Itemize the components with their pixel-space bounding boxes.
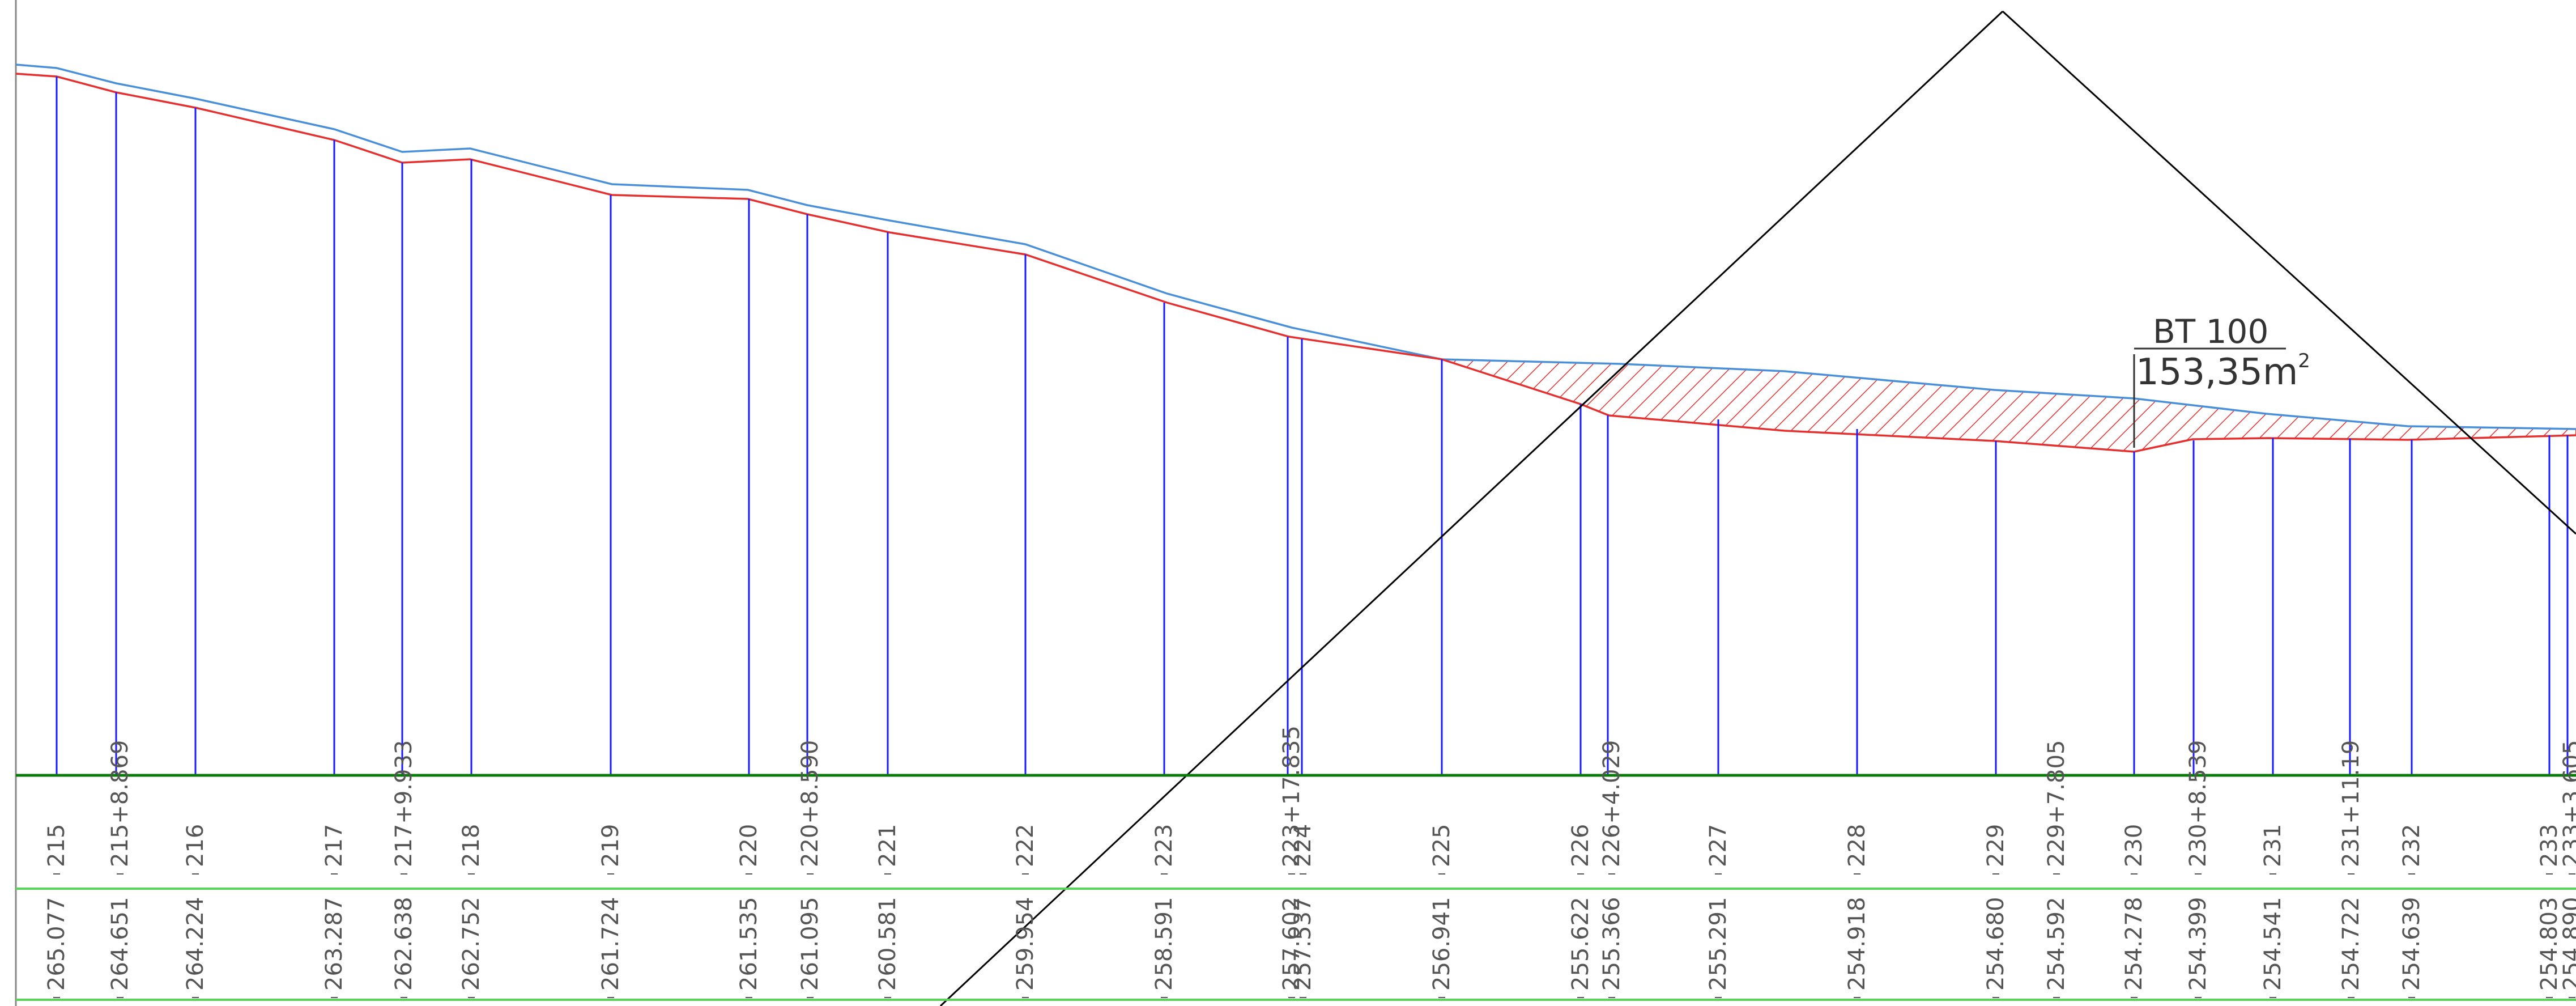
annotation-code: BT 100 [2153, 312, 2268, 351]
station-label: 226+4.029 [1599, 740, 1625, 867]
elevation-label: 265.077 [44, 897, 70, 991]
annotation-area-value: 153,35m [2136, 351, 2298, 393]
station-label: 215+8.869 [107, 740, 133, 867]
elevation-label: 264.651 [107, 897, 133, 991]
station-label: 216 [182, 824, 208, 867]
elevation-label: 262.752 [458, 897, 484, 991]
elevation-label: 254.541 [2260, 897, 2286, 991]
station-labels: 215 215+8.869 216 217 217+9.933 218 219 220 220+… [44, 725, 2576, 875]
elevation-label: 254.639 [2399, 897, 2425, 991]
elevation-label: 261.095 [797, 897, 823, 991]
station-label: 217+9.933 [391, 740, 417, 867]
elevation-label: 257.537 [1290, 897, 1316, 991]
station-label: 222 [1012, 824, 1038, 867]
station-lines [56, 77, 2569, 775]
station-label: 225 [1429, 824, 1455, 867]
design-line [15, 73, 2576, 453]
station-label: 219 [598, 824, 624, 867]
station-label: 227 [1705, 824, 1731, 867]
station-label: 218 [458, 824, 484, 867]
station-label: 223+17.835 [1279, 725, 1305, 867]
station-label: 226 [1568, 824, 1594, 867]
elevation-label: 254.399 [2185, 897, 2211, 991]
station-label: 221 [875, 824, 901, 867]
station-label: 230+8.539 [2185, 740, 2211, 867]
hatched-area-region [1441, 359, 2576, 453]
station-label: 215 [44, 824, 70, 867]
station-label: 223 [1151, 824, 1177, 867]
station-label: 233+3.605 [2559, 740, 2576, 867]
elevation-label: 257.602 [1279, 897, 1305, 991]
elevation-label: 264.224 [182, 897, 208, 991]
station-label: 231 [2260, 824, 2286, 867]
elevation-label: 260.581 [875, 897, 901, 991]
station-label: 224 [1290, 824, 1316, 867]
station-label: 220+8.590 [797, 740, 823, 867]
station-label: 228 [1844, 824, 1870, 867]
elevation-label: 259.954 [1012, 897, 1038, 991]
elevation-label: 254.278 [2121, 897, 2147, 991]
station-label: 220 [736, 824, 762, 867]
annotation-area-unit-sup: 2 [2298, 350, 2310, 372]
station-label: 229 [1983, 824, 2009, 867]
section-line-left [939, 10, 2004, 1006]
elevation-label: 262.638 [391, 897, 417, 991]
annotation-area: 153,35m2 [2136, 350, 2310, 393]
elevation-label: 255.366 [1599, 897, 1625, 991]
section-line-right [2002, 10, 2576, 535]
elevation-label: 261.724 [598, 897, 624, 991]
elevation-label: 254.680 [1983, 897, 2009, 991]
elevation-label: 261.535 [736, 897, 762, 991]
station-label: 230 [2121, 824, 2147, 867]
station-label: 229+7.805 [2043, 740, 2070, 867]
elevation-label: 254.592 [2043, 897, 2070, 991]
station-label: 232 [2399, 824, 2425, 867]
elevation-label: 254.803 [2536, 897, 2562, 991]
area-annotation: BT 100 153,35m2 [2133, 312, 2310, 448]
station-label: 233 [2536, 824, 2562, 867]
elevation-label: 263.287 [321, 897, 347, 991]
elevation-label: 255.622 [1568, 897, 1594, 991]
elevation-label: 254.722 [2338, 897, 2364, 991]
elevation-label: 256.941 [1429, 897, 1455, 991]
station-label: 217 [321, 824, 347, 867]
station-label: 231+11.19 [2338, 740, 2364, 867]
existing-ground-line [15, 63, 2576, 430]
elevation-label: 258.591 [1151, 897, 1177, 991]
elevation-label: 254.890 [2559, 897, 2576, 991]
elevation-labels: 265.077 264.651 264.224 263.287 262.638 262.7… [44, 897, 2576, 998]
elevation-label: 254.918 [1844, 897, 1870, 991]
elevation-label: 255.291 [1705, 897, 1731, 991]
